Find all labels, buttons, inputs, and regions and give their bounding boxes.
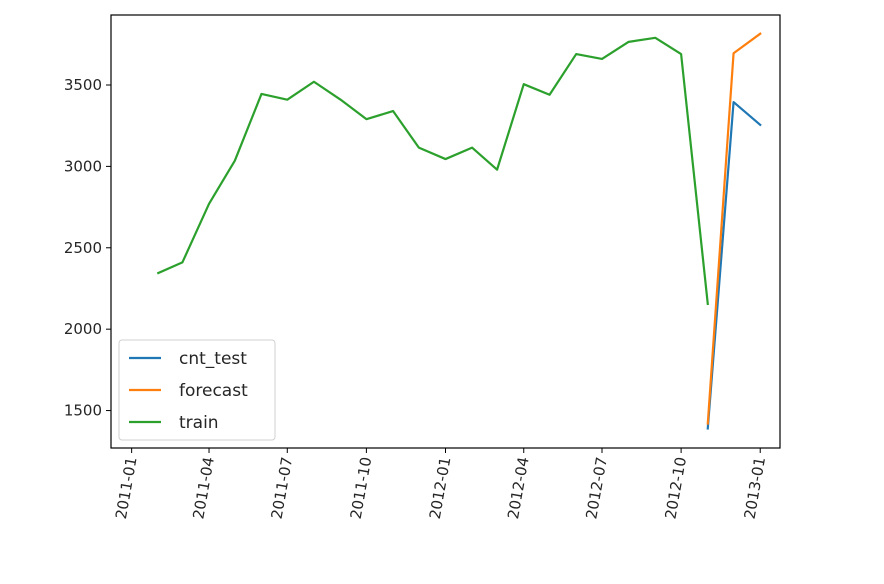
y-tick-label: 2500 [64, 239, 102, 257]
legend-label: train [179, 413, 219, 433]
y-tick-label: 2000 [64, 320, 102, 338]
series-line-train [156, 36, 709, 306]
legend-label: cnt_test [179, 349, 247, 369]
series-layer [156, 32, 762, 430]
series-line-forecast [706, 32, 762, 425]
y-tick-label: 3000 [64, 157, 102, 175]
y-axis: 1500 2000 2500 3000 3500 [64, 76, 111, 420]
legend: cnt_test forecast train [118, 339, 276, 441]
legend-label: forecast [179, 381, 248, 401]
y-tick-label: 1500 [64, 402, 102, 420]
series-line-cnt-test [706, 100, 762, 430]
legend-box [118, 339, 276, 441]
y-tick-label: 3500 [64, 76, 102, 94]
